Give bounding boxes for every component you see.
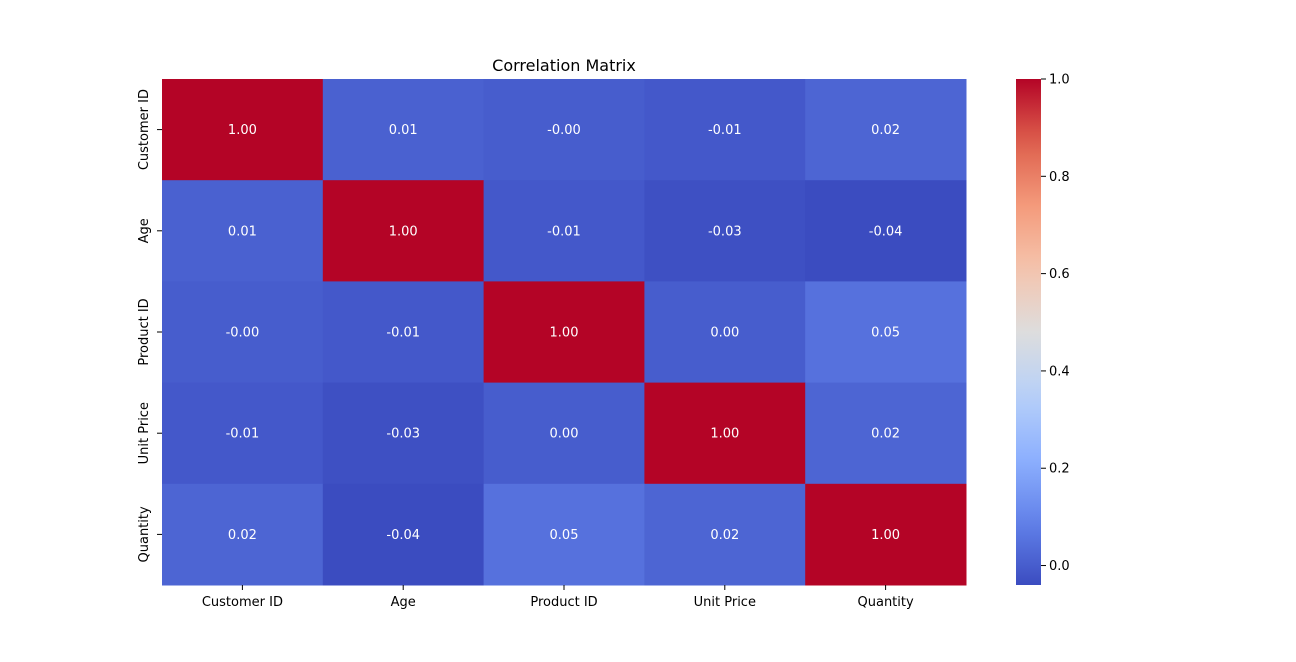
cell-annotation: 1.00 — [389, 224, 418, 239]
colorbar-tick-label: 0.0 — [1049, 559, 1070, 574]
y-axis: Customer ID Age Product ID Unit Price Quanti… — [137, 89, 162, 562]
heatmap-cell — [483, 79, 645, 181]
heatmap-cell — [483, 281, 645, 384]
heatmap-cell — [644, 382, 806, 485]
heatmap-cell — [644, 281, 806, 384]
y-tick-label: Quantity — [137, 506, 152, 562]
heatmap-cell — [162, 382, 324, 485]
x-tick-label: Product ID — [530, 595, 597, 610]
heatmap-cell — [483, 382, 645, 485]
cell-annotation: 1.00 — [550, 326, 579, 341]
x-axis: Customer ID Age Product ID Unit Price Quanti… — [202, 585, 914, 610]
heatmap-cell — [805, 180, 967, 282]
heatmap-annotations: 1.00 0.01 -0.00 -0.01 0.02 0.01 1.00 -0.01 -0.03… — [226, 123, 903, 543]
heatmap-cell — [322, 180, 485, 282]
colorbar-tick-label: 1.0 — [1049, 73, 1070, 88]
cell-annotation: 0.00 — [550, 427, 579, 442]
cell-annotation: 0.05 — [871, 326, 900, 341]
cell-annotation: -0.01 — [547, 224, 581, 239]
cell-annotation: 0.00 — [710, 326, 739, 341]
cell-annotation: 0.02 — [710, 528, 739, 543]
y-tick-label: Product ID — [137, 298, 152, 365]
cell-annotation: 0.01 — [228, 224, 257, 239]
heatmap-cell — [162, 281, 324, 384]
colorbar-tick-label: 0.8 — [1049, 170, 1070, 185]
heatmap-cell — [322, 281, 485, 384]
heatmap-cell — [162, 180, 324, 282]
x-tick-label: Age — [391, 595, 416, 610]
heatmap-cell — [805, 382, 967, 485]
heatmap-cells — [162, 79, 967, 586]
cell-annotation: -0.01 — [386, 326, 420, 341]
heatmap-cell — [483, 483, 645, 586]
heatmap-cell — [162, 483, 324, 586]
cell-annotation: 1.00 — [228, 123, 257, 138]
heatmap-cell — [805, 483, 967, 586]
cell-annotation: -0.04 — [386, 528, 420, 543]
x-tick-label: Customer ID — [202, 595, 283, 610]
heatmap-cell — [483, 180, 645, 282]
cell-annotation: -0.03 — [386, 427, 420, 442]
cell-annotation: 1.00 — [871, 528, 900, 543]
colorbar-tick-label: 0.6 — [1049, 267, 1070, 282]
heatmap-cell — [644, 79, 806, 181]
heatmap-cell — [644, 180, 806, 282]
heatmap-cell — [162, 79, 324, 181]
heatmap-cell — [805, 79, 967, 181]
cell-annotation: 0.05 — [550, 528, 579, 543]
colorbar-tick-label: 0.2 — [1049, 462, 1070, 477]
colorbar: 0.0 0.2 0.4 0.6 0.8 1.0 — [1016, 73, 1070, 585]
cell-annotation: 0.02 — [871, 427, 900, 442]
heatmap-cell — [805, 281, 967, 384]
cell-annotation: -0.01 — [226, 427, 260, 442]
cell-annotation: 1.00 — [710, 427, 739, 442]
y-tick-label: Age — [137, 218, 152, 243]
chart-title: Correlation Matrix — [492, 56, 636, 75]
cell-annotation: -0.00 — [226, 326, 260, 341]
cell-annotation: -0.01 — [708, 123, 742, 138]
cell-annotation: -0.03 — [708, 224, 742, 239]
cell-annotation: -0.04 — [869, 224, 903, 239]
heatmap-cell — [322, 79, 485, 181]
cell-annotation: 0.02 — [871, 123, 900, 138]
heatmap-cell — [322, 483, 485, 586]
cell-annotation: 0.02 — [228, 528, 257, 543]
heatmap-cell — [322, 382, 485, 485]
colorbar-gradient — [1016, 79, 1041, 585]
cell-annotation: 0.01 — [389, 123, 418, 138]
colorbar-tick-label: 0.4 — [1049, 364, 1070, 379]
heatmap-cell — [644, 483, 806, 586]
cell-annotation: -0.00 — [547, 123, 581, 138]
y-tick-label: Unit Price — [137, 402, 152, 464]
x-tick-label: Quantity — [858, 595, 914, 610]
y-tick-label: Customer ID — [137, 89, 152, 170]
x-tick-label: Unit Price — [694, 595, 756, 610]
